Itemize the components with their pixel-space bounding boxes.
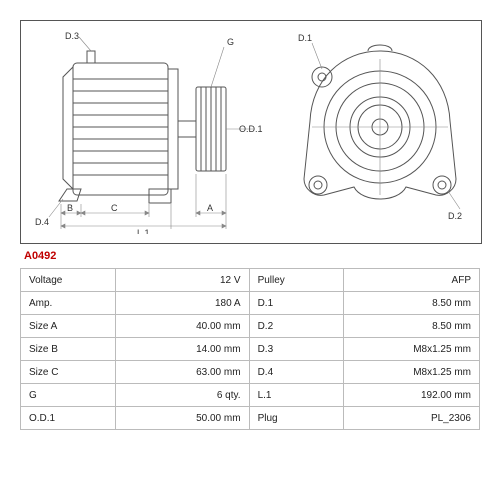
spec-label: Size A xyxy=(21,315,116,338)
spec-value: 12 V xyxy=(116,269,249,292)
spec-label: G xyxy=(21,384,116,407)
label-od1: O.D.1 xyxy=(239,124,263,134)
side-view: D.3 G O.D.1 D.4 B C A L.1 xyxy=(29,29,279,234)
label-l1: L.1 xyxy=(137,228,150,234)
spec-value: 8.50 mm xyxy=(343,292,479,315)
label-d4: D.4 xyxy=(35,217,49,227)
table-row: Amp.180 AD.18.50 mm xyxy=(21,292,480,315)
spec-value: M8x1.25 mm xyxy=(343,338,479,361)
table-row: O.D.150.00 mmPlugPL_2306 xyxy=(21,407,480,430)
spec-label: D.4 xyxy=(249,361,343,384)
spec-value: 14.00 mm xyxy=(116,338,249,361)
spec-value: 8.50 mm xyxy=(343,315,479,338)
spec-value: 180 A xyxy=(116,292,249,315)
label-d2: D.2 xyxy=(448,211,462,221)
spec-label: Pulley xyxy=(249,269,343,292)
table-row: Size B14.00 mmD.3M8x1.25 mm xyxy=(21,338,480,361)
spec-value: 192.00 mm xyxy=(343,384,479,407)
spec-label: D.3 xyxy=(249,338,343,361)
spec-label: D.2 xyxy=(249,315,343,338)
table-row: Size C63.00 mmD.4M8x1.25 mm xyxy=(21,361,480,384)
label-c: C xyxy=(111,203,118,213)
spec-label: Voltage xyxy=(21,269,116,292)
spec-value: 40.00 mm xyxy=(116,315,249,338)
part-code: A0492 xyxy=(24,250,56,262)
label-g: G xyxy=(227,37,234,47)
spec-label: D.1 xyxy=(249,292,343,315)
table-row: Voltage12 VPulleyAFP xyxy=(21,269,480,292)
spec-value: 50.00 mm xyxy=(116,407,249,430)
spec-table: Voltage12 VPulleyAFPAmp.180 AD.18.50 mmS… xyxy=(20,268,480,430)
spec-label: L.1 xyxy=(249,384,343,407)
spec-value: 6 qty. xyxy=(116,384,249,407)
table-row: G6 qty.L.1192.00 mm xyxy=(21,384,480,407)
spec-value: 63.00 mm xyxy=(116,361,249,384)
spec-label: O.D.1 xyxy=(21,407,116,430)
label-b: B xyxy=(67,203,73,213)
label-d1: D.1 xyxy=(298,33,312,43)
spec-value: PL_2306 xyxy=(343,407,479,430)
table-row: Size A40.00 mmD.28.50 mm xyxy=(21,315,480,338)
spec-value: AFP xyxy=(343,269,479,292)
spec-label: Size B xyxy=(21,338,116,361)
label-a: A xyxy=(207,203,213,213)
drawing-frame: D.3 G O.D.1 D.4 B C A L.1 xyxy=(20,20,482,244)
spec-value: M8x1.25 mm xyxy=(343,361,479,384)
spec-label: Amp. xyxy=(21,292,116,315)
spec-label: Plug xyxy=(249,407,343,430)
label-d3: D.3 xyxy=(65,31,79,41)
spec-label: Size C xyxy=(21,361,116,384)
front-view: D.1 D.2 xyxy=(288,29,473,234)
